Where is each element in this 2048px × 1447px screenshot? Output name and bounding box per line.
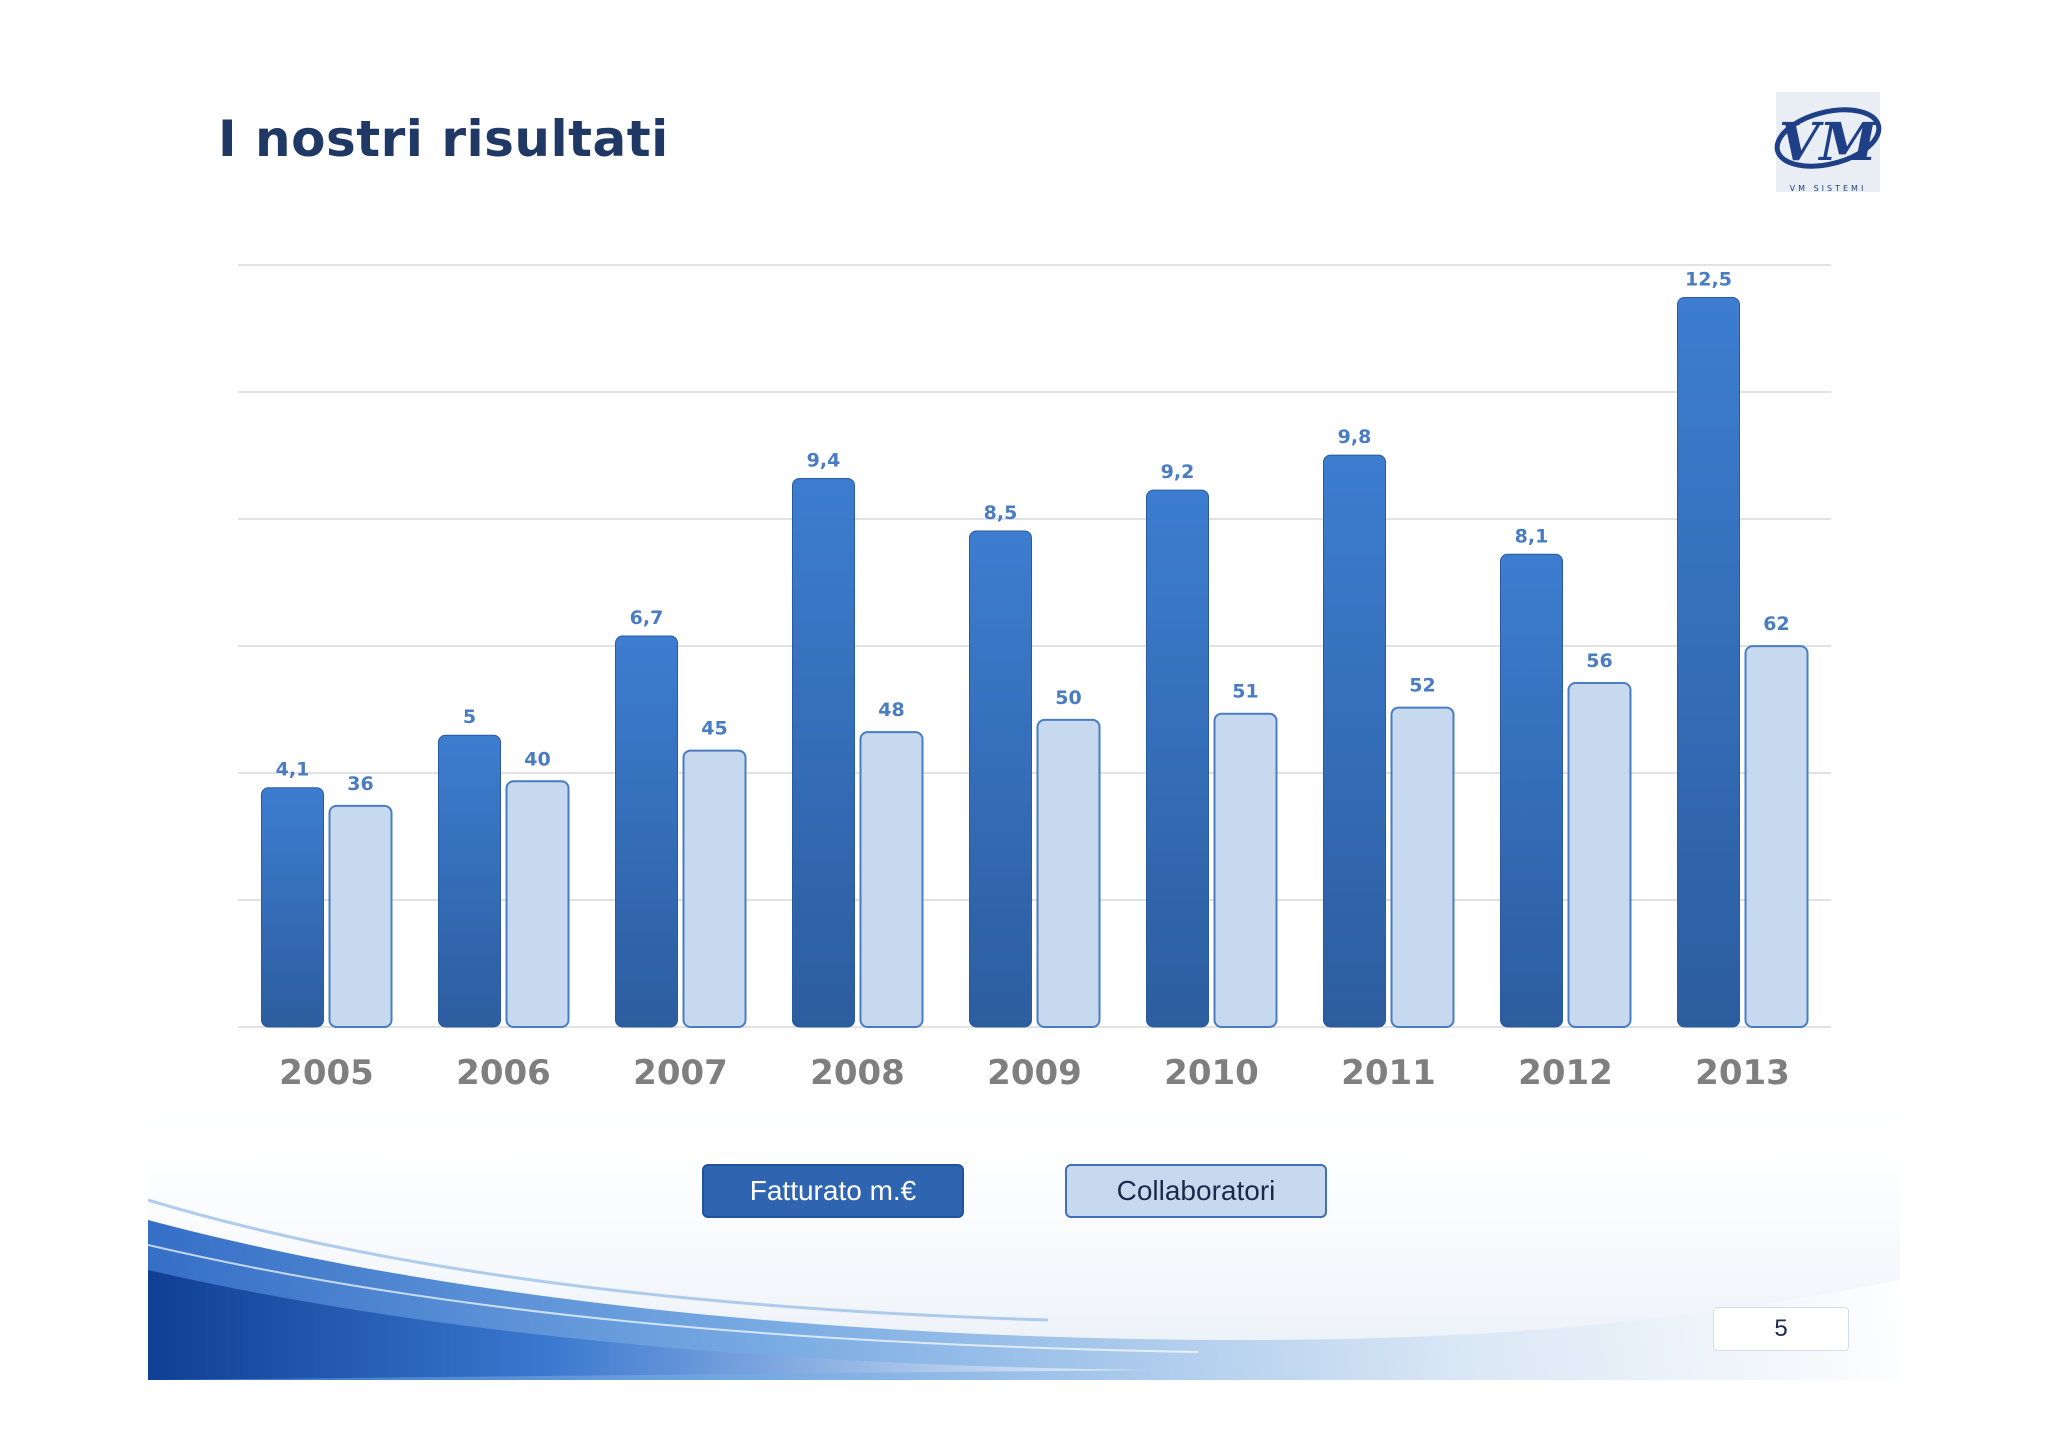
bar-fatturato [261,787,324,1028]
value-label-collaboratori: 51 [1232,681,1258,703]
value-label-collaboratori: 62 [1763,613,1789,635]
bar-collaboratori [505,780,570,1028]
value-label-fatturato: 8,5 [984,502,1018,524]
bar-fatturato [615,635,678,1028]
value-label-collaboratori: 36 [347,773,373,795]
value-label-fatturato: 6,7 [630,607,664,629]
x-tick-label: 2010 [1164,1053,1259,1093]
legend-collaboratori: Collaboratori [1065,1164,1327,1218]
vm-sistemi-logo: VM VM SISTEMI [1774,92,1882,193]
x-tick-label: 2006 [456,1053,551,1093]
bars [261,297,1809,1029]
value-label-fatturato: 8,1 [1515,525,1549,547]
value-label-fatturato: 9,8 [1338,426,1372,448]
value-label-fatturato: 9,2 [1161,461,1195,483]
value-label-collaboratori: 56 [1586,650,1612,672]
value-label-fatturato: 4,1 [276,759,310,781]
bar-collaboratori [1036,718,1101,1028]
bar-collaboratori [328,804,393,1028]
x-tick-label: 2007 [633,1053,728,1093]
value-label-collaboratori: 52 [1409,675,1435,697]
bar-collaboratori [1567,682,1632,1028]
x-tick-label: 2011 [1341,1053,1436,1093]
bar-fatturato [1500,553,1563,1028]
x-tick-label: 2009 [987,1053,1082,1093]
gridlines [238,264,1831,1028]
value-label-collaboratori: 45 [701,718,727,740]
value-label-collaboratori: 50 [1055,687,1081,709]
x-tick-label: 2013 [1695,1053,1790,1093]
bar-fatturato [1323,454,1386,1028]
slide: 4,1 36 5 40 6,7 45 9,4 48 8,5 50 9,2 51 9,8 52 8,1 56 12… [148,40,1900,1380]
value-labels: 4,1 36 5 40 6,7 45 9,4 48 8,5 50 9,2 51 9,8 52 8,1 56 12… [276,269,1790,795]
page-number: 5 [1713,1307,1849,1351]
x-tick-label: 2005 [279,1053,374,1093]
value-label-fatturato: 9,4 [807,449,841,471]
bar-fatturato [1146,489,1209,1028]
bar-collaboratori [1390,706,1455,1028]
chart: 4,1 36 5 40 6,7 45 9,4 48 8,5 50 9,2 51 9,8 52 8,1 56 12… [148,264,1900,1380]
svg-text:VM SISTEMI: VM SISTEMI [1790,184,1867,193]
value-label-fatturato: 12,5 [1685,269,1732,291]
value-label-collaboratori: 48 [878,699,904,721]
legend-fatturato: Fatturato m.€ [702,1164,964,1218]
svg-text:VM: VM [1779,112,1878,173]
x-tick-label: 2012 [1518,1053,1613,1093]
x-tick-label: 2008 [810,1053,905,1093]
bar-fatturato [1677,297,1740,1028]
bar-collaboratori [1744,645,1809,1029]
bar-collaboratori [1213,712,1278,1028]
bar-fatturato [792,477,855,1028]
bar-fatturato [438,734,501,1028]
bar-fatturato [969,530,1032,1028]
value-label-collaboratori: 40 [524,748,550,770]
bar-collaboratori [682,749,747,1028]
category-labels: 2005 2006 2007 2008 2009 2010 2011 2012 2013 [279,1053,1790,1093]
page-title: I nostri risultati [218,110,669,168]
value-label-fatturato: 5 [463,706,476,728]
bar-collaboratori [859,731,924,1029]
